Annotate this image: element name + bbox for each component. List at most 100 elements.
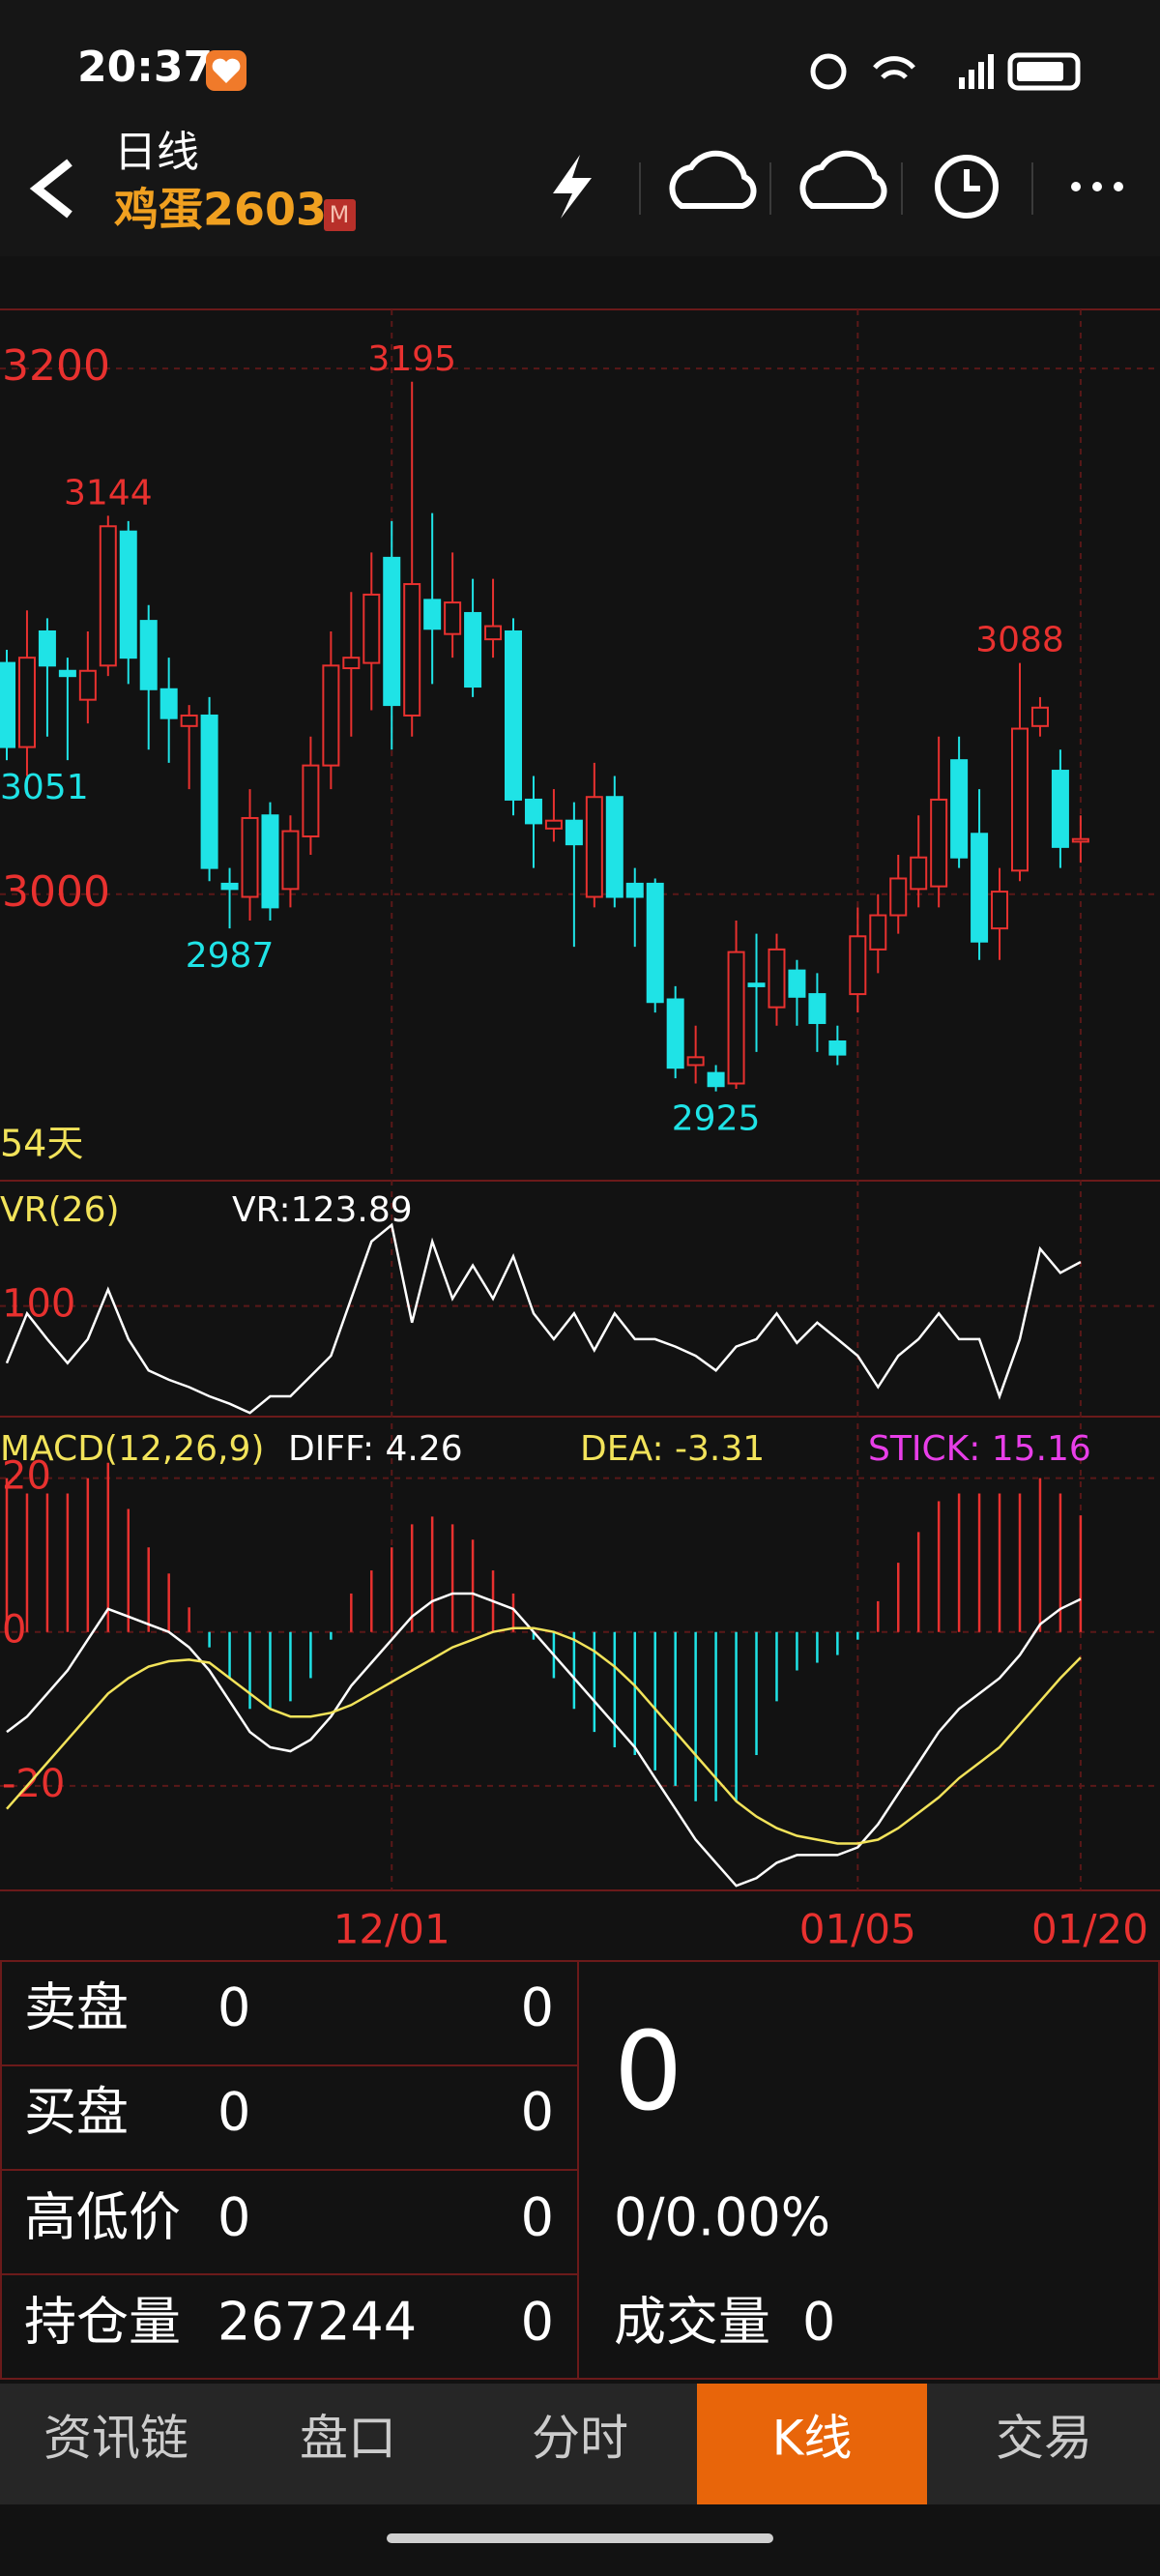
content-bg: [0, 256, 1160, 2384]
candle-body: [444, 601, 462, 635]
candle-body: [322, 664, 340, 767]
tabs: 资讯链 盘口 分时 K线 交易: [44, 2384, 1092, 2504]
candle-body: [220, 882, 239, 891]
candle-body: [524, 798, 542, 825]
vr-readout: VR:123.89: [232, 1190, 413, 1230]
y-tick-label: 100: [2, 1282, 75, 1327]
high-label: 3088: [975, 621, 1064, 660]
candle-body: [160, 688, 178, 719]
panel-title: MACD(12,26,9): [0, 1429, 264, 1469]
tab[interactable]: 盘口: [300, 2411, 396, 2467]
candle-body: [119, 530, 137, 659]
tab[interactable]: 交易: [996, 2411, 1092, 2467]
candle-body: [505, 629, 522, 801]
volume-label: 成交量: [614, 2292, 770, 2353]
row-value-right: 0: [521, 1977, 554, 2038]
candle-body: [241, 816, 259, 898]
row-label: 买盘: [24, 2082, 129, 2143]
row-label: 卖盘: [24, 1977, 129, 2038]
candle-body: [403, 583, 421, 717]
panel-title: VR(26): [0, 1190, 120, 1230]
candle-body: [17, 657, 36, 748]
candle-body: [1051, 770, 1069, 848]
legend-readout: STICK: 15.16: [868, 1429, 1091, 1469]
period-label: 日线: [114, 128, 199, 177]
candle-body: [991, 891, 1009, 930]
tab[interactable]: 分时: [532, 2411, 628, 2467]
macd-line: [6, 1626, 1082, 1845]
candle-body: [1030, 706, 1049, 727]
candle-body: [788, 969, 806, 998]
flash-button[interactable]: [553, 155, 592, 219]
candle-body: [78, 669, 97, 701]
candle-body: [342, 657, 361, 670]
candle-body: [666, 998, 684, 1069]
legend-readout: DIFF: 4.26: [288, 1429, 463, 1469]
candle-body: [99, 525, 117, 667]
candle-body: [950, 759, 969, 859]
header-buttons[interactable]: [669, 150, 999, 219]
candle-body: [362, 593, 381, 664]
candle-body: [139, 620, 158, 690]
row-value-right: 0: [521, 2187, 554, 2248]
header-separators: [639, 162, 1033, 215]
status-time: 20:37: [77, 43, 213, 92]
candle-body: [0, 661, 15, 748]
candle-body: [910, 856, 928, 891]
candle-body: [383, 556, 401, 707]
active-tab-bg: [697, 2384, 927, 2504]
row-value-right: 0: [521, 2292, 554, 2353]
y-tick-label: 20: [2, 1454, 51, 1499]
more-button[interactable]: [1071, 182, 1123, 191]
candle-body: [828, 1040, 847, 1056]
y-tick-label: -20: [2, 1762, 65, 1806]
legend-readout: DEA: -3.31: [580, 1429, 765, 1469]
change: 0/0.00%: [614, 2187, 830, 2248]
table-grid: [0, 1960, 1160, 2380]
candle-body: [565, 819, 583, 846]
home-indicator: [387, 2533, 773, 2543]
x-tick-label: 12/01: [334, 1906, 450, 1953]
row-value-right: 0: [521, 2082, 554, 2143]
candle-body: [58, 669, 76, 678]
tab[interactable]: 资讯链: [44, 2411, 188, 2467]
candle-body: [869, 914, 887, 951]
candle-body: [1011, 727, 1029, 872]
candle-body: [808, 993, 826, 1024]
badge-label: M: [330, 201, 350, 228]
candle-body: [971, 833, 989, 943]
candle-body: [605, 796, 624, 898]
quote-table: 卖盘 0 0 买盘 0 0 高低价 0 0 持仓量 267244 0: [24, 1977, 554, 2353]
high-label: 3195: [367, 339, 456, 379]
y-tick-label: 3200: [2, 341, 110, 391]
low-label: 2987: [186, 936, 275, 976]
period-count: 54天: [0, 1123, 83, 1165]
symbol-label: 鸡蛋2603: [114, 184, 327, 236]
y-tick-label: 3000: [2, 867, 110, 917]
candle-body: [200, 714, 218, 869]
candle-body: [646, 882, 664, 1004]
candle-body: [889, 877, 908, 917]
candle-body: [1071, 837, 1089, 843]
tab[interactable]: K线: [772, 2411, 853, 2467]
row-value: 0: [218, 2082, 250, 2143]
candle-body: [281, 830, 300, 891]
back-button[interactable]: [29, 159, 72, 219]
candle-body: [585, 796, 603, 898]
row-value: 0: [218, 1977, 250, 2038]
high-label: 3144: [64, 473, 153, 512]
candle-body: [768, 948, 786, 1009]
x-tick-label: 01/20: [1031, 1906, 1148, 1953]
candle-body: [930, 798, 948, 888]
status-icons: [810, 52, 1081, 91]
candle-body: [180, 714, 198, 727]
candle-body: [464, 611, 482, 688]
candle-body: [686, 1056, 705, 1067]
row-value: 267244: [218, 2292, 417, 2353]
low-label: 3051: [0, 768, 89, 807]
heart-icon: [212, 58, 241, 83]
volume-value: 0: [802, 2292, 835, 2353]
low-label: 2925: [672, 1099, 761, 1139]
row-label: 持仓量: [24, 2292, 181, 2353]
